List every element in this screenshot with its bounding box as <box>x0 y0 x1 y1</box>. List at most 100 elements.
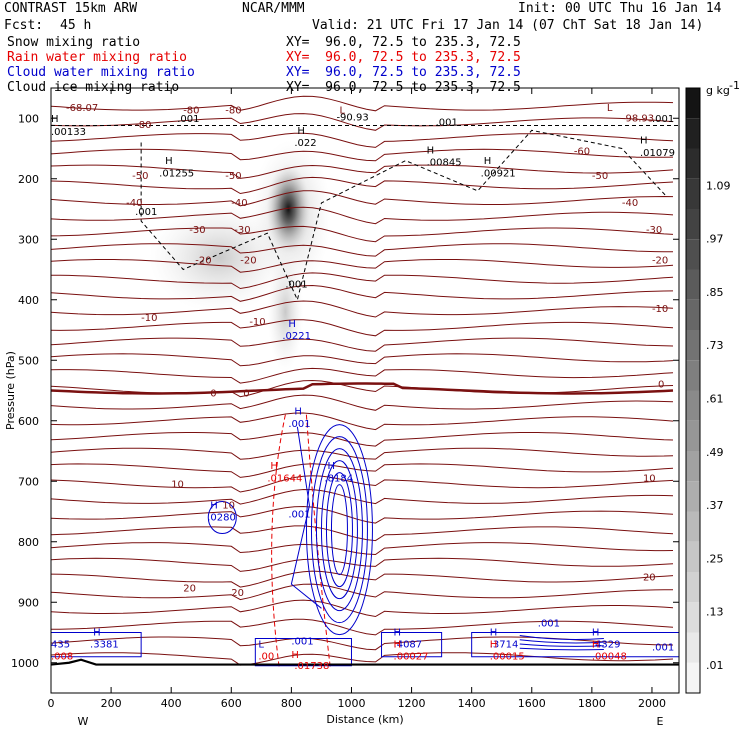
colorbar-tick-label: 1.09 <box>706 179 731 192</box>
contour-label: H <box>592 640 600 651</box>
temperature-contour-line <box>51 190 674 207</box>
temperature-contour-line <box>51 300 674 318</box>
colorbar-tick-label: .13 <box>706 606 724 619</box>
x-tick-label: 1200 <box>398 697 426 710</box>
contour-label: H <box>165 156 173 167</box>
temperature-contour-line <box>51 412 674 431</box>
contour-label: .001 <box>436 118 458 129</box>
contour-label: 10 <box>222 500 235 511</box>
cloud-ice-contour <box>140 129 668 302</box>
temperature-contour-line <box>51 95 674 112</box>
valid-time: Valid: 21 UTC Fri 17 Jan 14 (07 ChT Sat … <box>312 18 704 33</box>
contour-label: 0 <box>658 379 664 390</box>
contour-label: .00048 <box>592 652 627 663</box>
cloud-water-contour <box>207 501 237 535</box>
contour-label: .001 <box>538 618 560 629</box>
y-tick-label: 100 <box>18 112 39 125</box>
colorbar-segment <box>686 662 700 693</box>
temperature-contour-line <box>51 243 673 257</box>
contour-label: H <box>490 628 498 639</box>
temperature-contour-line <box>51 284 674 302</box>
x-tick-label: 1000 <box>337 697 365 710</box>
contour-label: .001 <box>652 643 674 654</box>
contour-label: H <box>270 461 278 472</box>
colorbar-segment <box>686 239 700 270</box>
temperature-contour-line <box>51 652 674 666</box>
temperature-contour-line <box>51 557 674 572</box>
colorbar-segment <box>686 269 700 300</box>
contour-label: .01079 <box>640 148 675 159</box>
contour-label: 20 <box>183 583 196 594</box>
colorbar-segment <box>686 330 700 361</box>
contour-label: .00 <box>258 652 274 663</box>
freezing-level-contour <box>51 382 674 395</box>
contour-label: .001 <box>135 207 157 218</box>
colorbar-segment <box>686 88 700 119</box>
contour-label: .022 <box>294 138 316 149</box>
colorbar-segment <box>686 420 700 451</box>
temperature-contour-line <box>51 488 674 505</box>
colorbar-segment <box>686 299 700 330</box>
contour-label: -20 <box>240 255 256 266</box>
contour-label: L <box>258 640 264 651</box>
init-time: Init: 00 UTC Thu 16 Jan 14 <box>518 1 722 16</box>
contour-label: -68.07 <box>66 103 98 114</box>
contour-label: L <box>607 103 613 114</box>
terrain-line <box>51 658 679 666</box>
legend-cloud-water-xy: XY= 96.0, 72.5 to 235.3, 72.5 <box>286 65 521 80</box>
temperature-contour-line <box>51 432 674 447</box>
contour-label: 10 <box>171 479 184 490</box>
cloud-water-contour <box>320 460 358 600</box>
contour-label: H <box>592 628 600 639</box>
contour-label: H <box>484 156 492 167</box>
legend-cloud-water: Cloud water mixing ratio <box>7 65 195 80</box>
plot-frame <box>50 87 680 694</box>
colorbar-frame <box>685 87 701 694</box>
contour-label: H <box>51 114 59 125</box>
colorbar-segment <box>686 118 700 149</box>
x-tick-label: 2000 <box>638 697 666 710</box>
colorbar-tick-label: .73 <box>706 339 724 352</box>
temperature-contour-line <box>51 259 674 273</box>
colorbar-tick-label: .97 <box>706 233 724 246</box>
contour-label: .00027 <box>394 652 429 663</box>
y-tick-label: 300 <box>18 233 39 246</box>
contour-label: .3381 <box>90 640 119 651</box>
contour-label: -60 <box>574 147 590 158</box>
snow-shading-tail <box>267 251 304 372</box>
temperature-contour-line <box>51 337 674 352</box>
contour-label: -40 <box>622 198 638 209</box>
contour-label: H <box>427 145 435 156</box>
contour-label: -80 <box>225 105 241 116</box>
contour-label: -10 <box>141 313 157 324</box>
east-label: E <box>657 715 664 728</box>
contour-label: H <box>327 461 335 472</box>
temperature-contour-line <box>51 164 674 179</box>
colorbar-tick-label: .49 <box>706 446 724 459</box>
cloud-water-contour <box>519 635 604 641</box>
y-tick-label: 500 <box>18 354 39 367</box>
contour-label: 10 <box>643 473 656 484</box>
contour-label: 0 <box>210 389 216 400</box>
colorbar-segment <box>686 602 700 633</box>
legend-snow: Snow mixing ratio <box>7 35 141 50</box>
contour-label: .001 <box>291 637 313 648</box>
contour-label: .00845 <box>427 157 462 168</box>
contour-label: -50 <box>225 171 241 182</box>
cloud-water-contour <box>254 638 352 667</box>
temperature-contour-line <box>51 176 674 195</box>
contour-label: .001 <box>652 114 674 125</box>
y-tick-label: 200 <box>18 173 39 186</box>
contour-label: -30 <box>234 225 250 236</box>
x-tick-label: 1600 <box>518 697 546 710</box>
contour-label: .01738 <box>294 661 329 672</box>
colorbar-tick-label: .01 <box>706 659 724 672</box>
x-axis-title: Distance (km) <box>326 713 403 726</box>
contour-label: .01255 <box>159 168 194 179</box>
colorbar-segment <box>686 148 700 179</box>
cloud-water-contour <box>290 426 322 609</box>
contour-label: 0 <box>243 389 249 400</box>
colorbar-unit: g kg <box>706 84 730 97</box>
colorbar-segment <box>686 390 700 421</box>
